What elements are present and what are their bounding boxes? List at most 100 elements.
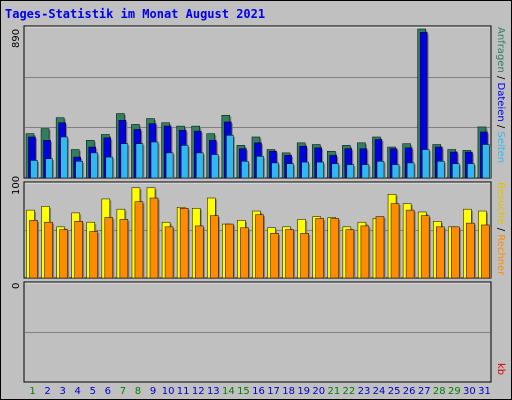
bar-seiten bbox=[361, 164, 370, 179]
x-tick-label: 25 bbox=[388, 386, 401, 397]
x-tick-label: 31 bbox=[478, 386, 491, 397]
x-tick-label: 5 bbox=[90, 386, 96, 397]
bar-rechner bbox=[225, 223, 234, 279]
legend-rechner: Rechner bbox=[495, 234, 506, 276]
legend-kb: kb bbox=[495, 363, 506, 375]
legend-kb: kb bbox=[495, 363, 506, 375]
bar-seiten bbox=[482, 144, 490, 179]
x-tick-label: 10 bbox=[162, 386, 175, 397]
y-max-label-kb: 0 bbox=[11, 283, 22, 289]
bar-seiten bbox=[180, 145, 189, 179]
bar-seiten bbox=[226, 135, 234, 179]
legend-top: Anfragen / Dateien / Seiten bbox=[495, 27, 506, 163]
bar-seiten bbox=[105, 156, 114, 179]
bar-rechner bbox=[300, 233, 309, 279]
legend-sep: / bbox=[495, 225, 506, 235]
bar-seiten bbox=[436, 161, 445, 179]
bar-seiten bbox=[406, 162, 415, 179]
x-tick-label: 2 bbox=[44, 386, 50, 397]
bar-rechner bbox=[360, 225, 370, 279]
bar-rechner bbox=[164, 226, 174, 279]
x-tick-label: 29 bbox=[448, 386, 461, 397]
x-tick-label: 8 bbox=[135, 386, 141, 397]
bar-rechner bbox=[466, 222, 475, 279]
legend-dateien: Dateien bbox=[495, 83, 506, 122]
bar-seiten bbox=[331, 163, 340, 179]
bar-seiten bbox=[391, 164, 400, 179]
bar-seiten bbox=[120, 143, 129, 179]
bar-seiten bbox=[346, 164, 355, 179]
bar-seiten bbox=[60, 136, 68, 179]
bar-rechner bbox=[345, 229, 355, 279]
bar-seiten bbox=[195, 152, 204, 179]
bar-rechner bbox=[255, 214, 264, 279]
x-tick-label: 22 bbox=[343, 386, 356, 397]
x-tick-label: 17 bbox=[267, 386, 280, 397]
y-max-label-top: 890 bbox=[11, 29, 22, 48]
bar-seiten bbox=[467, 163, 475, 179]
bar-rechner bbox=[179, 208, 189, 279]
bar-rechner bbox=[315, 218, 324, 279]
bar-rechner bbox=[59, 229, 68, 279]
bar-seiten bbox=[135, 143, 144, 179]
x-tick-label: 15 bbox=[237, 386, 250, 397]
bar-rechner bbox=[104, 217, 114, 279]
x-tick-label: 18 bbox=[282, 386, 295, 397]
bar-rechner bbox=[390, 203, 400, 279]
bar-rechner bbox=[194, 225, 204, 279]
x-tick-label: 23 bbox=[358, 386, 371, 397]
x-tick-label: 11 bbox=[177, 386, 190, 397]
bar-rechner bbox=[119, 219, 129, 279]
bar-rechner bbox=[420, 215, 430, 279]
x-tick-label: 26 bbox=[403, 386, 416, 397]
bar-seiten bbox=[316, 161, 324, 179]
bar-rechner bbox=[285, 229, 294, 279]
bar-seiten bbox=[150, 141, 159, 179]
bar-seiten bbox=[271, 162, 279, 179]
x-tick-label: 12 bbox=[192, 386, 205, 397]
legend-sep: / bbox=[495, 122, 506, 132]
bar-seiten bbox=[45, 158, 53, 179]
x-tick-label: 3 bbox=[59, 386, 65, 397]
bar-seiten bbox=[256, 155, 264, 179]
bar-rechner bbox=[149, 197, 159, 279]
x-tick-label: 9 bbox=[150, 386, 156, 397]
bar-rechner bbox=[330, 218, 340, 279]
bar-rechner bbox=[89, 231, 99, 279]
bar-rechner bbox=[210, 215, 219, 279]
legend-mid: Besuche / Rechner bbox=[495, 182, 506, 276]
chart-title: Tages-Statistik im Monat August 2021 bbox=[5, 7, 266, 21]
bar-seiten bbox=[241, 161, 249, 179]
bar-rechner bbox=[481, 224, 490, 279]
x-tick-label: 6 bbox=[105, 386, 111, 397]
bar-rechner bbox=[134, 201, 144, 279]
bar-rechner bbox=[44, 221, 53, 279]
x-tick-label: 27 bbox=[418, 386, 431, 397]
x-tick-label: 14 bbox=[222, 386, 235, 397]
x-tick-label: 19 bbox=[297, 386, 310, 397]
bar-seiten bbox=[75, 161, 83, 179]
bar-seiten bbox=[90, 152, 99, 179]
x-tick-label: 21 bbox=[327, 386, 340, 397]
bar-rechner bbox=[240, 227, 249, 279]
bar-rechner bbox=[451, 226, 460, 279]
legend-anfragen: Anfragen bbox=[495, 27, 506, 73]
legend-sep: / bbox=[495, 73, 506, 83]
bar-seiten bbox=[421, 149, 430, 179]
x-tick-label: 16 bbox=[252, 386, 265, 397]
bar-rechner bbox=[74, 221, 83, 279]
x-tick-label: 30 bbox=[463, 386, 476, 397]
x-tick-label: 7 bbox=[120, 386, 126, 397]
x-tick-label: 13 bbox=[207, 386, 220, 397]
y-max-label-mid: 100 bbox=[11, 176, 22, 195]
x-tick-label: 4 bbox=[75, 386, 81, 397]
bar-rechner bbox=[375, 216, 385, 279]
bar-rechner bbox=[435, 226, 445, 279]
bar-seiten bbox=[165, 152, 174, 179]
bar-rechner bbox=[405, 209, 415, 279]
bar-seiten bbox=[301, 161, 309, 179]
bar-seiten bbox=[452, 163, 460, 179]
x-tick-label: 28 bbox=[433, 386, 446, 397]
x-tick-label: 20 bbox=[312, 386, 325, 397]
